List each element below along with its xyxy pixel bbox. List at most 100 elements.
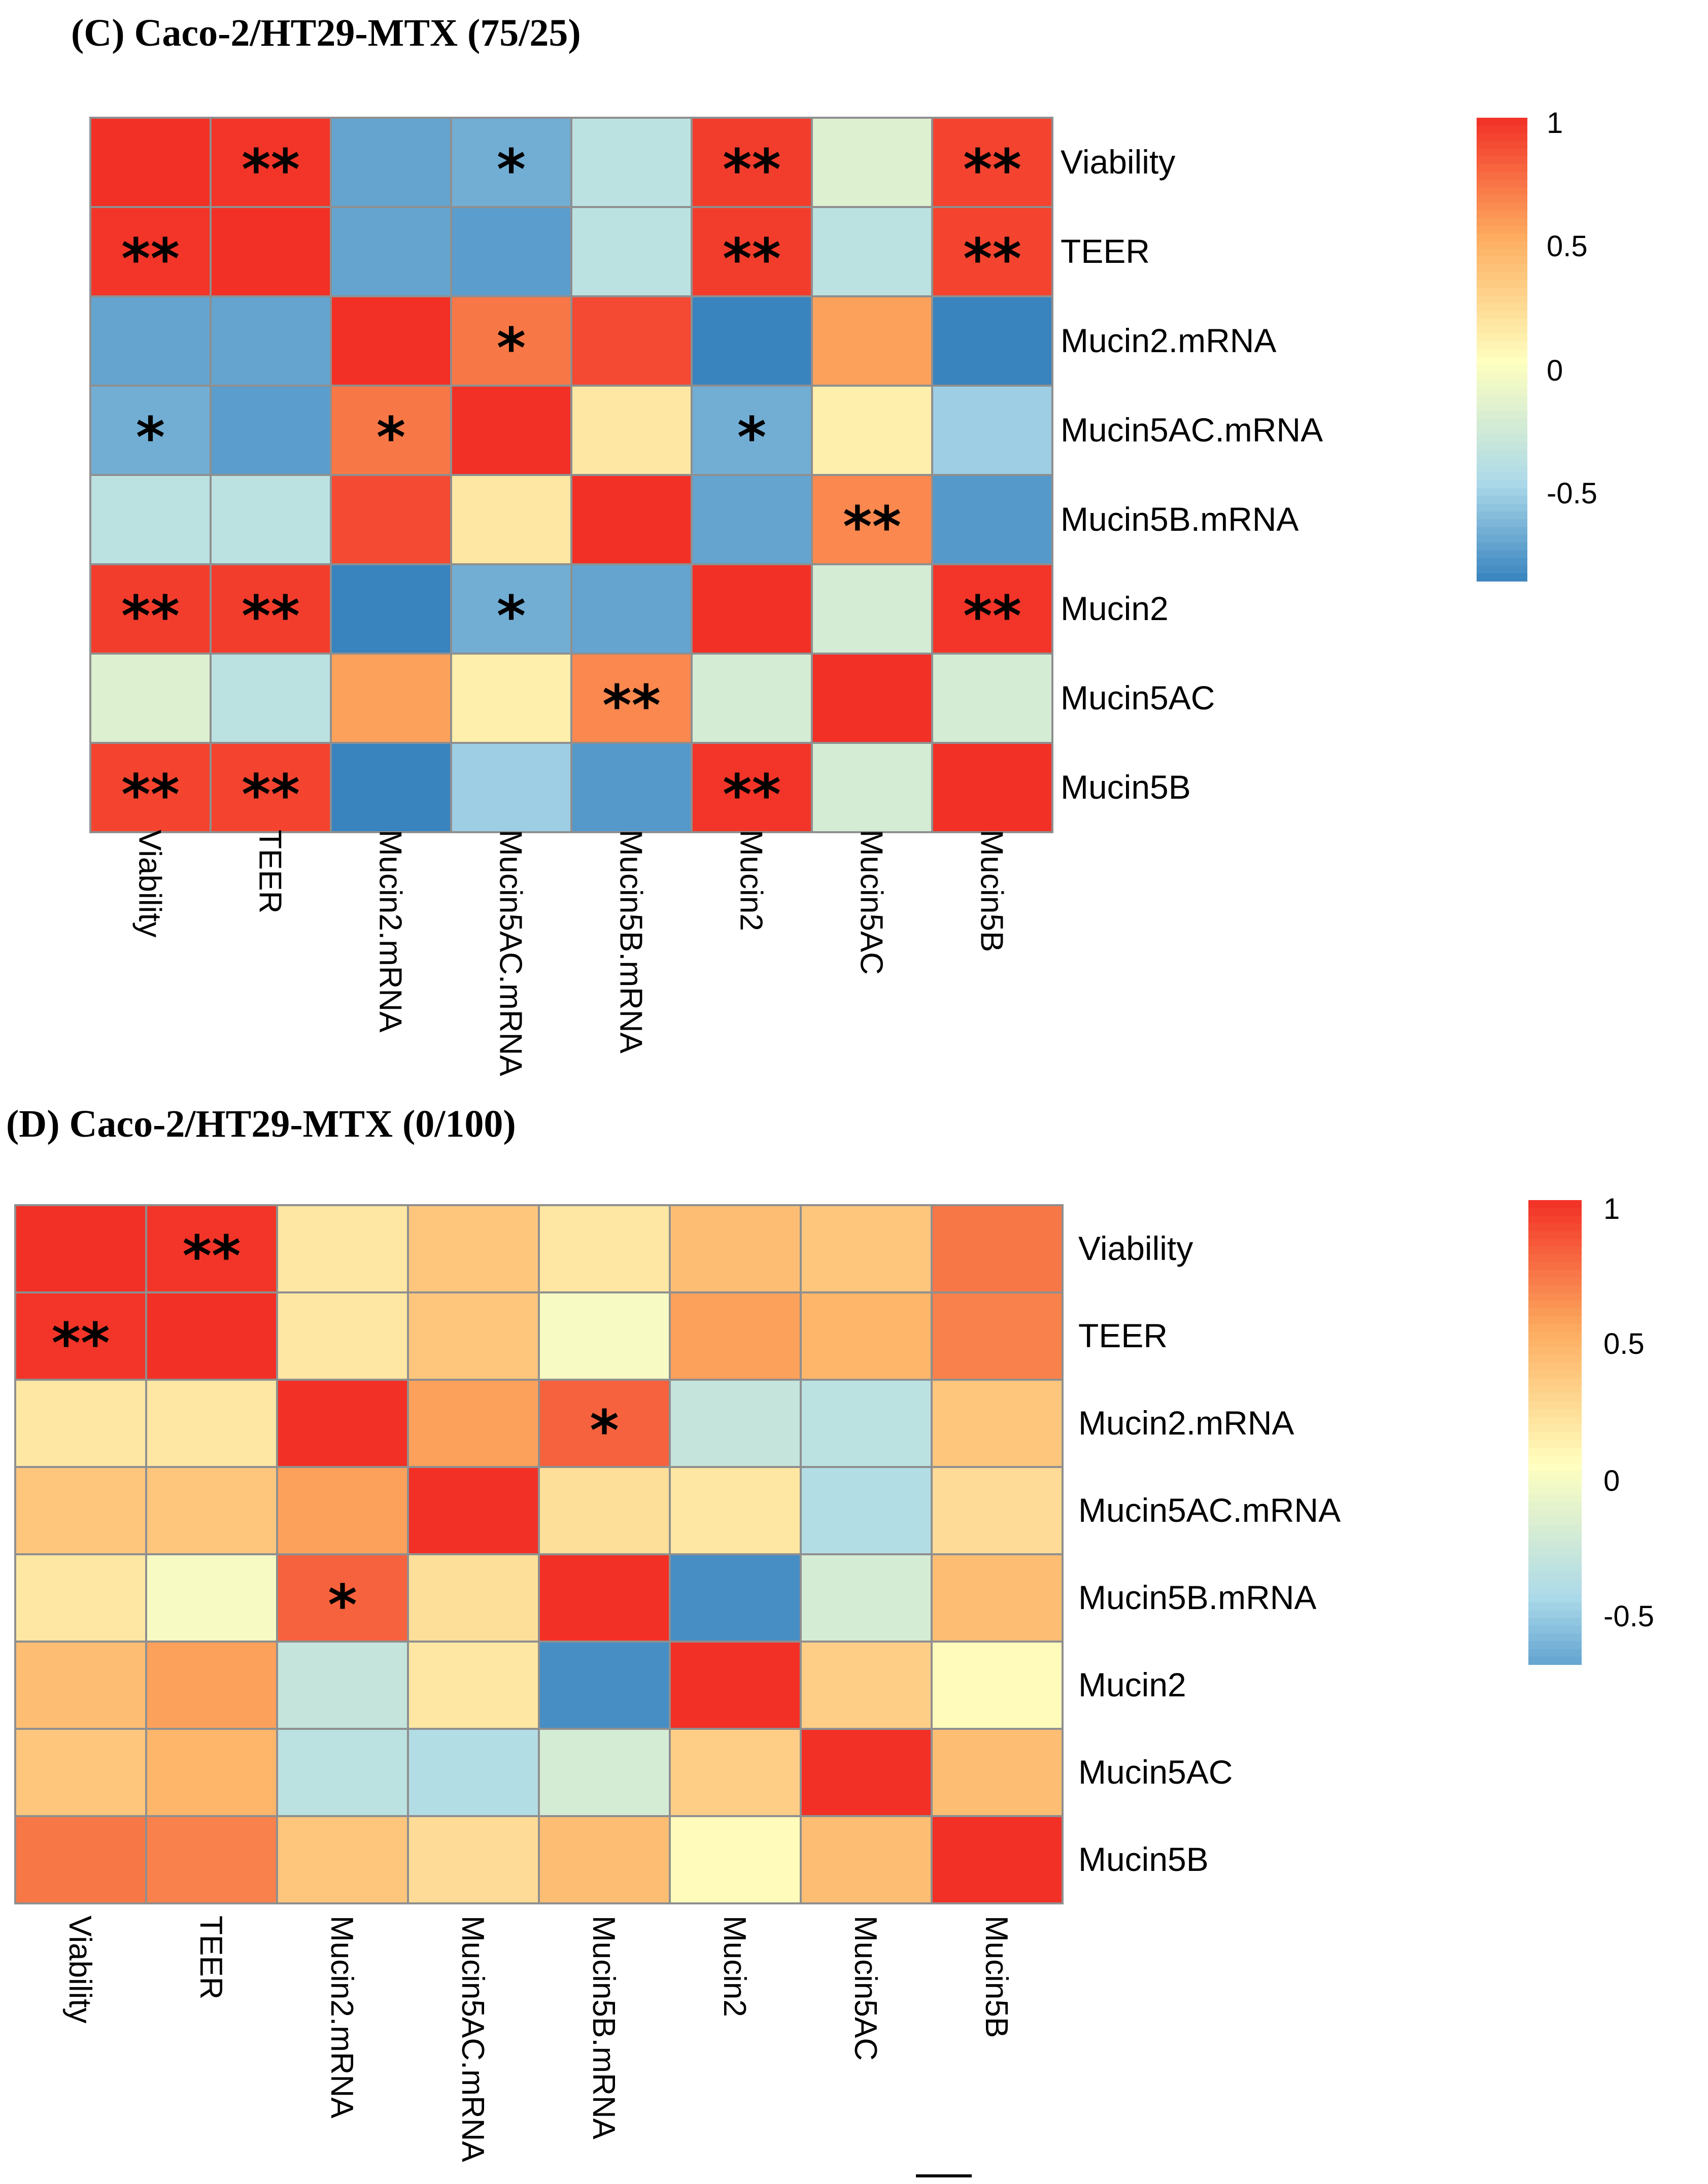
cell-mucin2-viability — [14, 1641, 147, 1730]
cell-mucin2-mucin5b-mrna — [570, 563, 693, 655]
row-label-mucin2: Mucin2 — [1078, 1666, 1186, 1703]
legend-gradient-segment — [1528, 1277, 1582, 1286]
legend-tick: 0.5 — [1547, 230, 1588, 263]
legend-gradient-segment — [1528, 1362, 1582, 1371]
significance-mark: ** — [121, 226, 180, 291]
legend-c: 1 0.5 0 -0.5 — [1477, 107, 1597, 582]
legend-gradient-segment — [1477, 133, 1527, 142]
significance-mark: ** — [182, 1223, 241, 1288]
cell-teer-viability — [14, 1291, 147, 1381]
legend-gradient-segment — [1528, 1455, 1582, 1464]
row-label-mucin5b-mrna: Mucin5B.mRNA — [1061, 500, 1299, 538]
legend-gradient-segment — [1528, 1200, 1582, 1209]
legend-gradient-segment — [1528, 1424, 1582, 1433]
legend-gradient-segment — [1477, 511, 1527, 520]
legend-gradient-segment — [1477, 519, 1527, 528]
legend-gradient-segment — [1528, 1440, 1582, 1448]
cell-mucin5b-mrna-teer — [145, 1553, 278, 1643]
legend-gradient-segment — [1528, 1633, 1582, 1642]
cell-viability-teer — [145, 1204, 278, 1293]
legend-gradient-segment — [1477, 295, 1527, 304]
cell-mucin5b-mrna-mucin5ac — [811, 474, 933, 565]
panel-d-title: (D) Caco-2/HT29-MTX (0/100) — [6, 1103, 516, 1145]
legend-gradient-segment — [1528, 1332, 1582, 1340]
col-label-mucin5b: Mucin5B — [974, 830, 1009, 952]
legend-gradient-segment — [1477, 156, 1527, 165]
cell-mucin5b-mrna-mucin5ac-mrna — [407, 1553, 540, 1643]
cell-mucin2-mucin5b — [931, 1641, 1064, 1730]
legend-gradient-segment — [1528, 1532, 1582, 1541]
cell-mucin5ac-mrna-viability — [14, 1466, 147, 1555]
cell-viability-viability — [89, 117, 212, 208]
legend-gradient-segment — [1528, 1386, 1582, 1394]
legend-gradient-segment — [1528, 1625, 1582, 1634]
cell-mucin5ac-viability — [89, 653, 212, 744]
cell-mucin2-mrna-mucin2-mrna — [276, 1379, 409, 1468]
legend-gradient-segment — [1477, 558, 1527, 566]
cell-teer-mucin5ac-mrna — [450, 206, 572, 297]
legend-d: 1 0.5 0 -0.5 — [1528, 1192, 1654, 1665]
legend-tick: -0.5 — [1603, 1600, 1654, 1633]
legend-tick: 1 — [1547, 107, 1563, 140]
cell-mucin5ac-mucin2 — [691, 653, 813, 744]
cell-mucin5b-viability — [89, 742, 212, 833]
significance-mark: ** — [843, 494, 901, 559]
cell-mucin5ac-mrna-teer — [210, 385, 332, 476]
legend-gradient-segment — [1477, 411, 1527, 420]
cell-mucin2-mrna-mucin5b — [931, 295, 1053, 387]
legend-gradient-segment — [1528, 1563, 1582, 1572]
cell-mucin2-teer — [145, 1641, 278, 1730]
cell-mucin5ac-mrna-mucin5b — [931, 1466, 1064, 1555]
legend-gradient-segment — [1528, 1594, 1582, 1603]
row-label-viability: Viability — [1061, 143, 1175, 181]
panel-c-title: (C) Caco-2/HT29-MTX (75/25) — [71, 12, 581, 54]
significance-mark: ** — [963, 226, 1021, 291]
legend-gradient-segment — [1528, 1293, 1582, 1302]
legend-gradient-segment — [1477, 357, 1527, 365]
cell-teer-mucin5ac-mrna — [407, 1291, 540, 1381]
legend-gradient-segment — [1477, 573, 1527, 582]
cell-teer-mucin2 — [691, 206, 813, 297]
legend-gradient-segment — [1477, 380, 1527, 389]
legend-gradient-segment — [1477, 118, 1527, 126]
legend-gradient-segment — [1477, 527, 1527, 535]
cell-mucin5b-mrna-mucin2 — [691, 474, 813, 565]
legend-gradient-segment — [1477, 125, 1527, 134]
legend-gradient-segment — [1477, 488, 1527, 497]
cell-mucin2-mucin5b-mrna — [538, 1641, 671, 1730]
legend-gradient-segment — [1528, 1656, 1582, 1665]
legend-tick: 1 — [1603, 1192, 1620, 1225]
legend-gradient-segment — [1528, 1370, 1582, 1379]
row-label-viability: Viability — [1078, 1230, 1193, 1267]
row-label-mucin5b: Mucin5B — [1061, 768, 1191, 806]
significance-mark: ** — [242, 762, 300, 827]
cell-viability-teer — [210, 117, 332, 208]
cell-viability-mucin5ac-mrna — [407, 1204, 540, 1293]
cell-mucin5ac-mucin2-mrna — [276, 1728, 409, 1817]
row-label-mucin5b: Mucin5B — [1078, 1840, 1209, 1878]
cell-mucin5b-mrna-mucin5ac-mrna — [450, 474, 572, 565]
cell-mucin5b-mrna-mucin2 — [669, 1553, 802, 1643]
col-label-mucin5ac-mrna: Mucin5AC.mRNA — [493, 830, 528, 1076]
row-label-mucin2-mrna: Mucin2.mRNA — [1061, 322, 1276, 359]
legend-gradient-segment — [1528, 1556, 1582, 1564]
legend-gradient-segment — [1528, 1270, 1582, 1278]
significance-mark: ** — [121, 584, 180, 649]
cell-mucin2-mrna-mucin2 — [669, 1379, 802, 1468]
legend-gradient-segment — [1528, 1254, 1582, 1262]
cell-mucin5b-mucin5b-mrna — [538, 1815, 671, 1904]
cell-mucin5ac-mucin5b-mrna — [570, 653, 693, 744]
col-label-teer: TEER — [253, 830, 288, 913]
cell-viability-mucin5ac — [800, 1204, 933, 1293]
cell-mucin5b-mucin5b — [931, 1815, 1064, 1904]
col-label-mucin2-mrna: Mucin2.mRNA — [324, 1916, 359, 2119]
legend-gradient-segment — [1477, 542, 1527, 551]
legend-gradient-segment — [1528, 1378, 1582, 1386]
legend-gradient-segment — [1528, 1308, 1582, 1317]
cell-viability-mucin2-mrna — [276, 1204, 409, 1293]
cell-teer-mucin2-mrna — [276, 1291, 409, 1381]
legend-gradient-segment — [1477, 419, 1527, 427]
row-label-mucin5ac: Mucin5AC — [1078, 1753, 1233, 1791]
legend-gradient-segment — [1477, 303, 1527, 312]
cell-mucin2-mucin2-mrna — [276, 1641, 409, 1730]
